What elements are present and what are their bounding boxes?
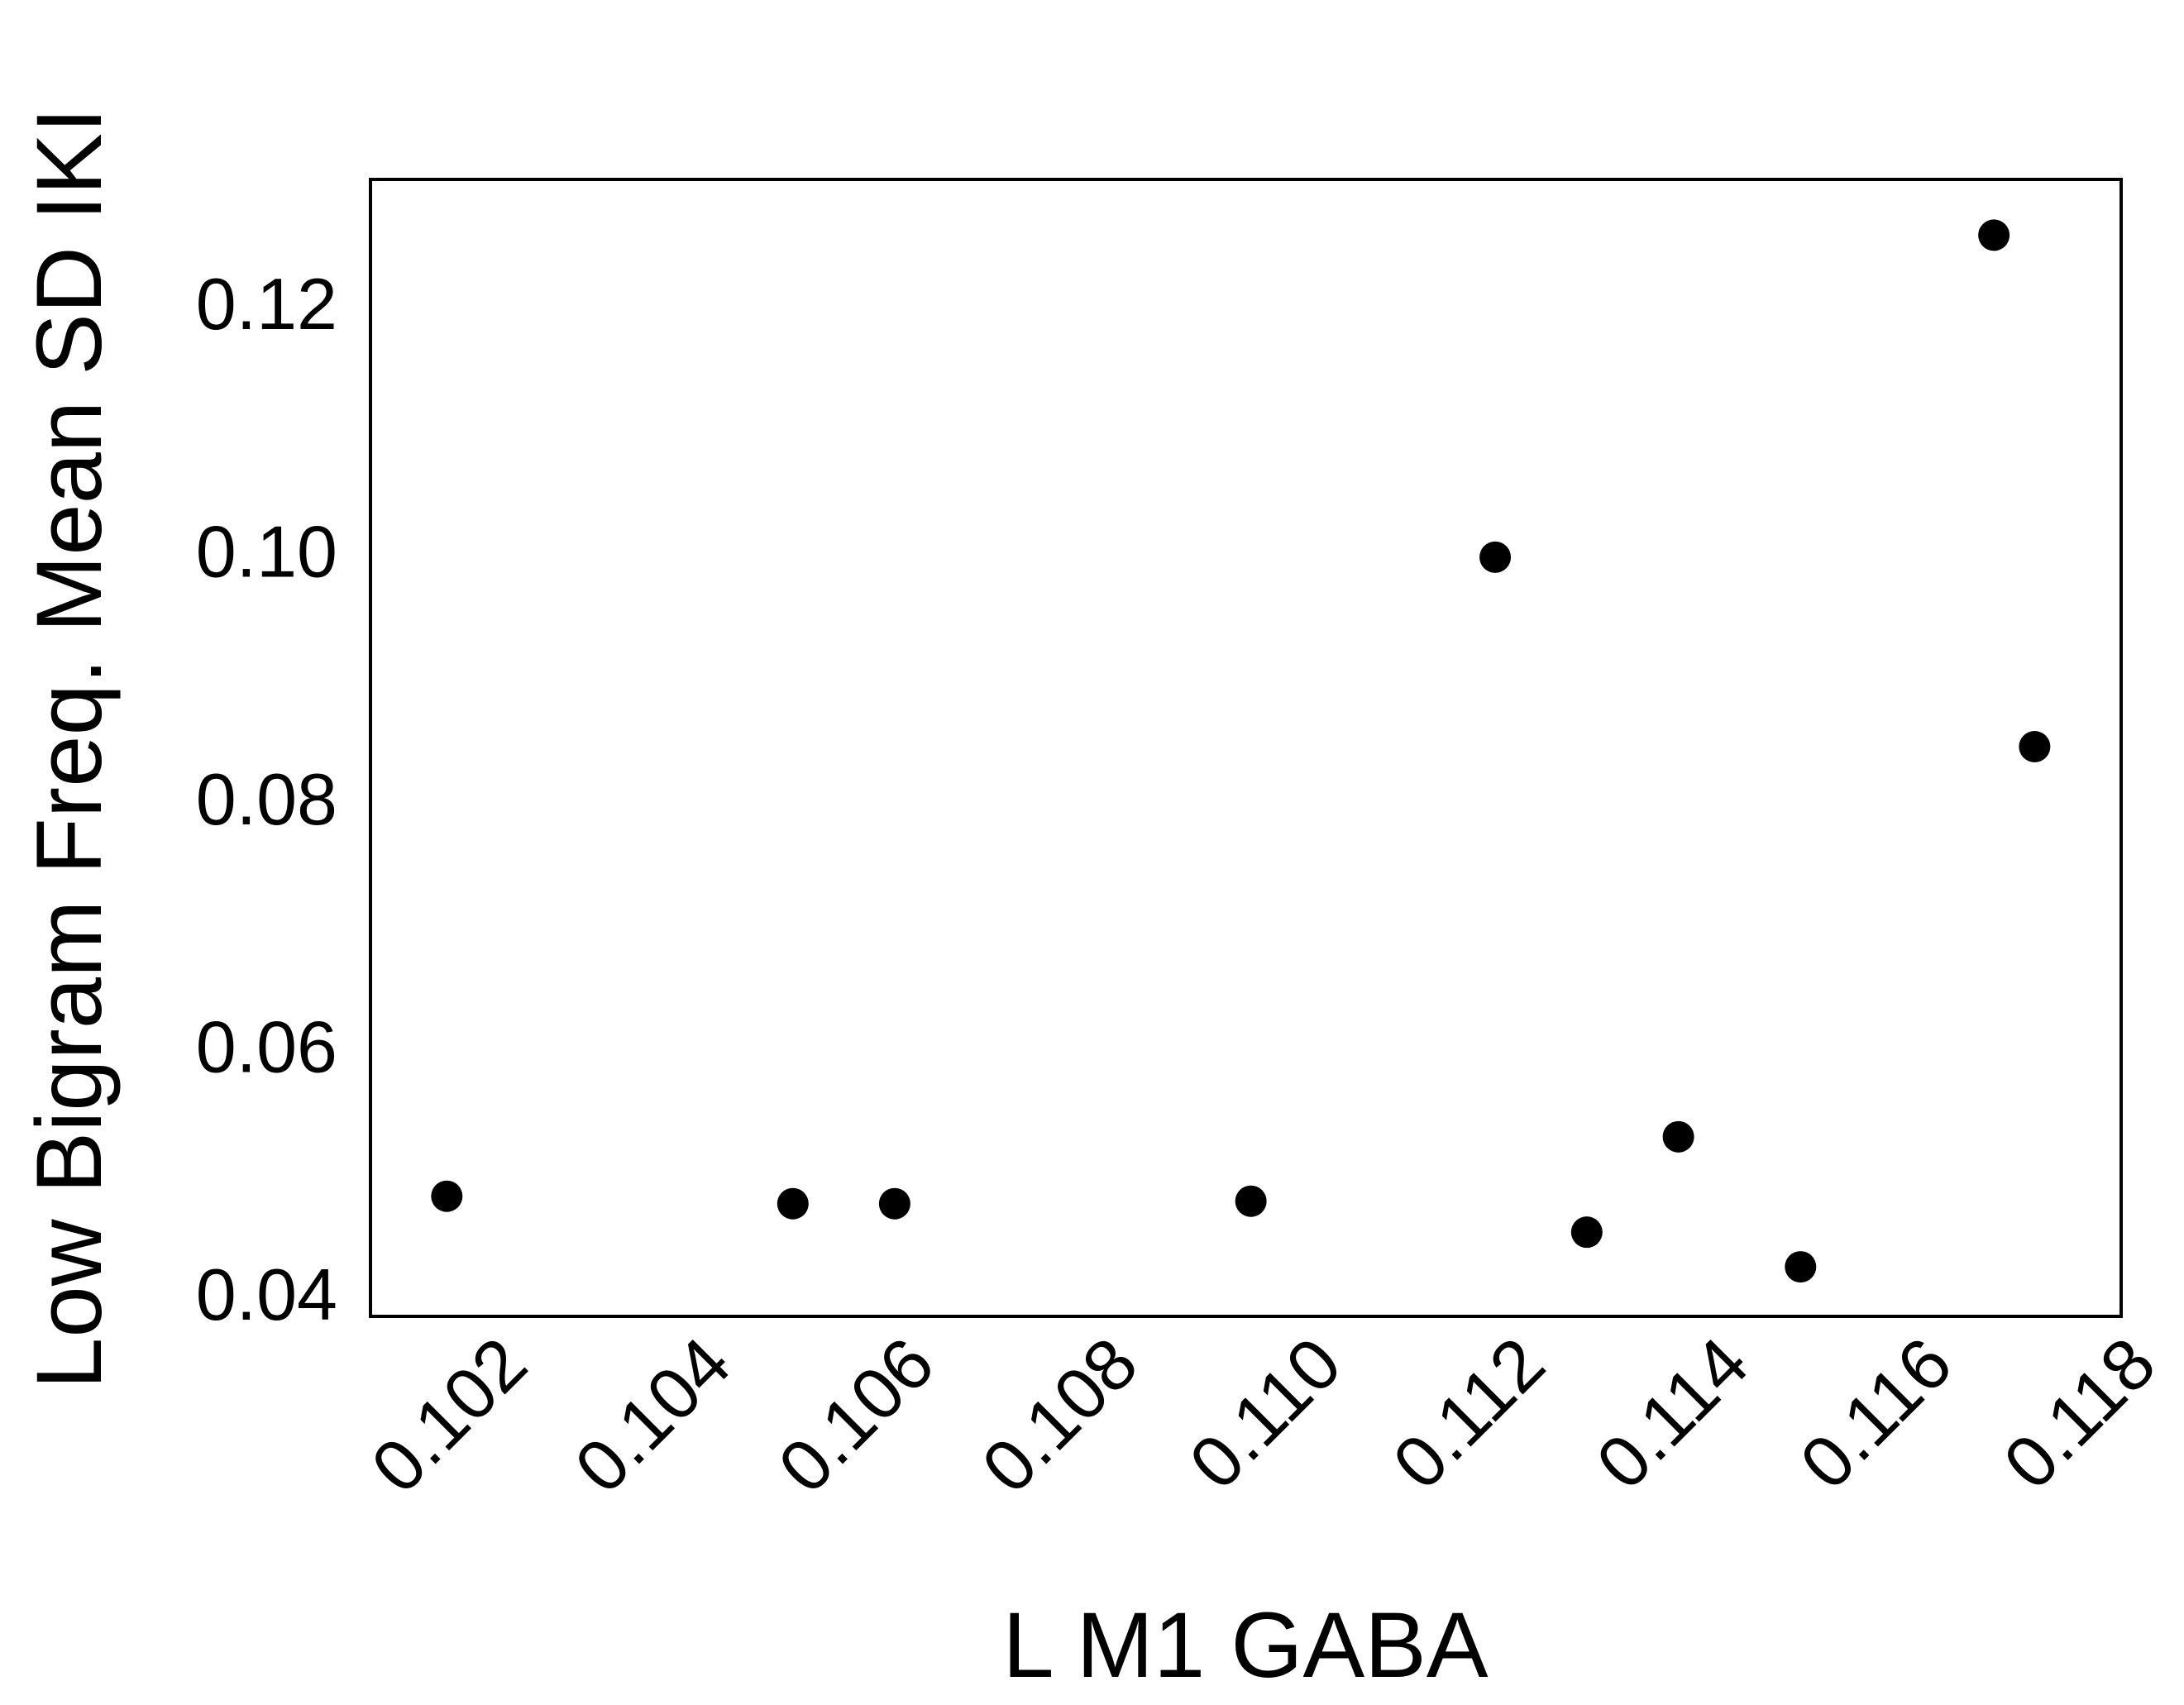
data-point [1479,541,1512,573]
plot-frame [369,178,2123,1318]
x-tick-label: 0.104 [559,1321,746,1508]
x-tick-label: 0.112 [1377,1321,1560,1504]
y-tick-label: 0.06 [196,1005,337,1087]
x-tick-label: 0.102 [356,1321,542,1508]
data-point [431,1180,463,1212]
y-axis-title: Low Bigram Freq. Mean SD IKI [17,107,121,1389]
y-tick-label: 0.08 [196,758,337,840]
data-point [2019,731,2051,763]
data-point [1235,1185,1267,1217]
y-tick-label: 0.10 [196,510,337,592]
data-point [878,1187,910,1220]
data-point [1570,1216,1603,1249]
data-point [777,1187,809,1220]
y-tick-labels: 0.04 0.06 0.08 0.10 0.12 [196,263,337,1335]
data-point [1978,219,2010,251]
x-tick-label: 0.110 [1173,1321,1356,1504]
y-tick-label: 0.12 [196,263,337,345]
data-point [1662,1120,1694,1153]
x-tick-label: 0.108 [966,1321,1153,1508]
data-points [431,219,2051,1283]
data-point [1785,1251,1817,1283]
x-tick-label: 0.116 [1785,1321,1967,1504]
x-tick-label: 0.106 [762,1321,949,1508]
x-tick-labels: 0.102 0.104 0.106 0.108 0.110 0.112 0.114 0.116… [356,1321,2171,1508]
x-axis-title: L M1 GABA [1002,1593,1488,1697]
y-tick-label: 0.04 [196,1254,337,1335]
x-tick-label: 0.118 [1988,1321,2171,1504]
x-tick-label: 0.114 [1580,1321,1763,1504]
